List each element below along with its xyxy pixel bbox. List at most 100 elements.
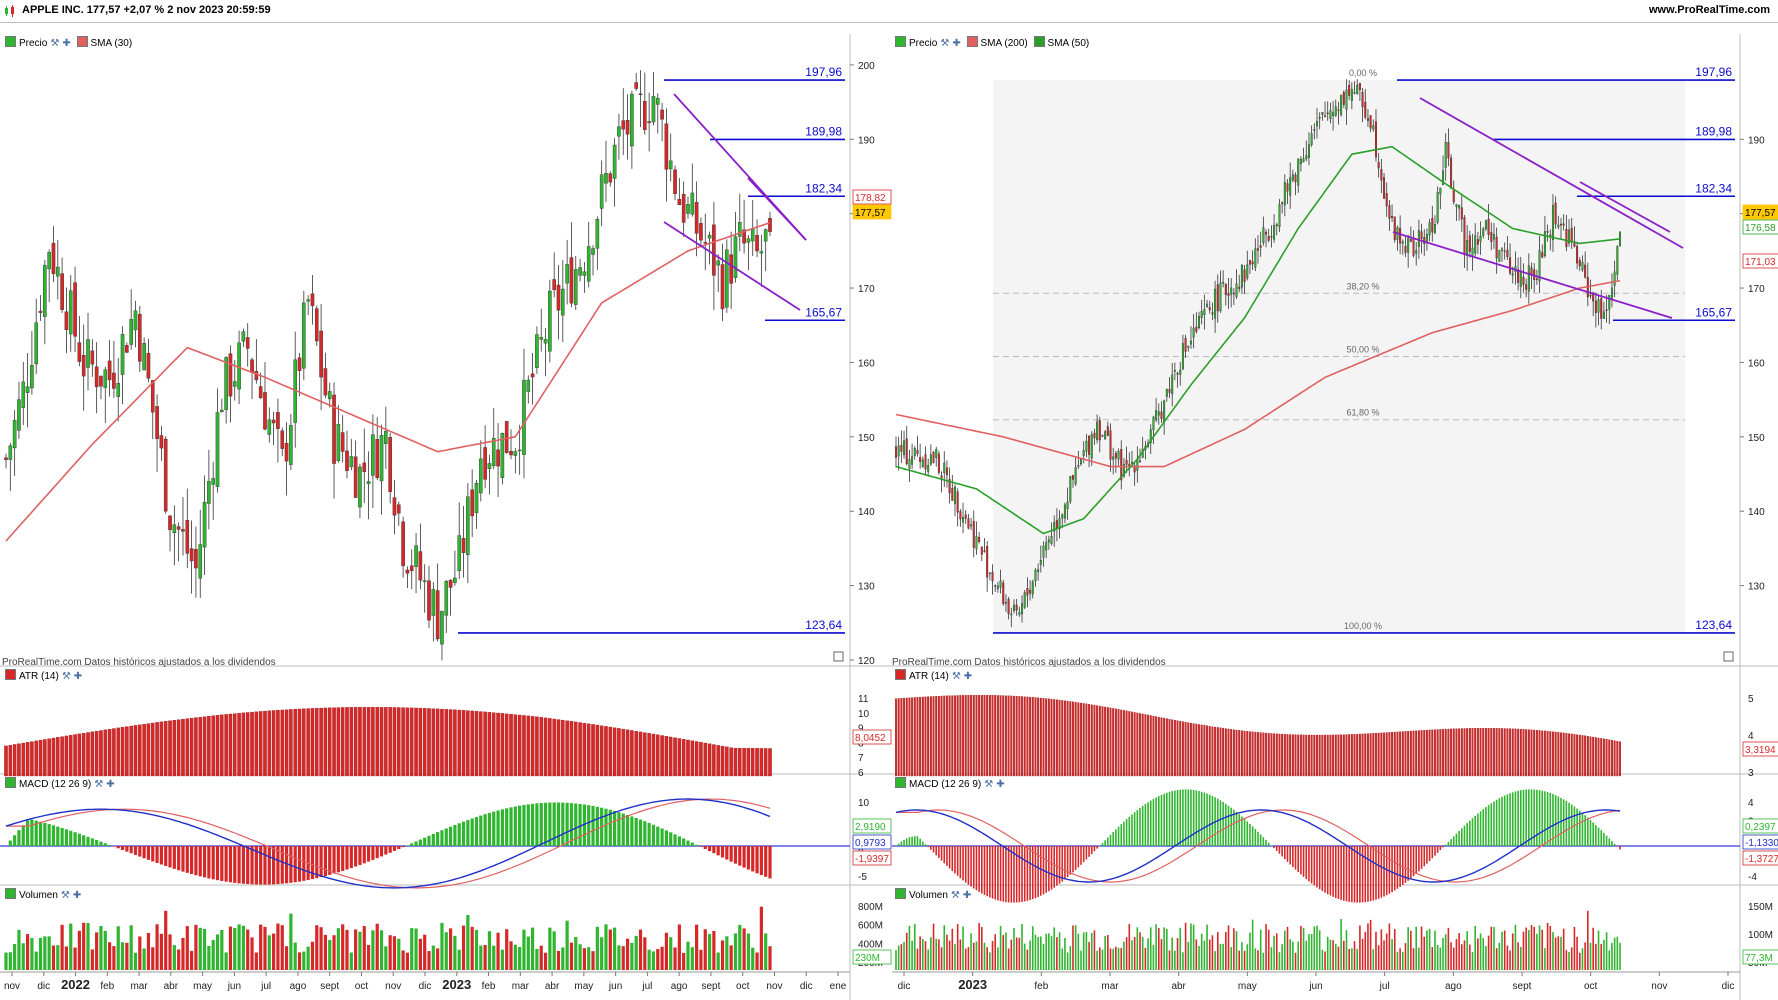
volume-bar [970,933,972,970]
candle [1294,174,1297,182]
chart-canvas[interactable]: 200190180170160150140130120197,96189,981… [0,22,1778,1000]
volume-bar [1302,927,1305,970]
volume-bar [1010,939,1013,970]
volume-bar [202,928,207,970]
macd-histogram-bar [621,813,625,846]
plus-icon[interactable]: ✚ [952,38,961,49]
price-badge: 171,03 [1745,257,1776,268]
volume-bar [522,929,526,970]
left-vol-label[interactable]: Volumen [19,890,58,901]
volume-bar [1133,936,1136,970]
volume-bar [21,943,25,970]
atr-bar [1063,700,1066,777]
candle [1106,426,1109,436]
wrench-icon[interactable]: ⚒ [940,38,950,49]
volume-bar [418,938,422,970]
volume-bar [120,942,125,970]
candle [1181,343,1184,370]
left-atr-label[interactable]: ATR (14) [19,671,59,682]
atr-bar [690,740,695,777]
right-sma200-label[interactable]: SMA (200) [980,38,1028,49]
plus-icon[interactable]: ✚ [72,890,82,901]
right-sma50-label[interactable]: SMA (50) [1047,38,1090,49]
brand-link[interactable]: www.ProRealTime.com [1648,4,1770,16]
macd-histogram-bar [1423,846,1426,867]
atr-bar [73,734,77,777]
atr-bar [1109,707,1112,777]
atr-bar [673,737,677,777]
left-price-label[interactable]: Precio [19,38,48,49]
candle [409,565,414,571]
volume-bar [215,934,220,970]
right-macd-label[interactable]: MACD (12 26 9) [909,779,982,790]
atr-bar [1251,731,1254,777]
wrench-icon[interactable]: ⚒ [50,38,60,49]
wrench-icon[interactable]: ⚒ [61,671,71,682]
atr-bar [1388,732,1391,777]
candle [1463,217,1466,256]
macd-histogram-bar [897,843,900,846]
plus-icon[interactable]: ✚ [962,890,972,901]
macd-histogram-bar [220,846,224,881]
atr-bar [1321,734,1324,777]
macd-histogram-bar [1343,846,1345,901]
atr-bar [694,741,699,777]
atr-bar [1393,731,1396,777]
price-badge-bg [1742,204,1778,220]
left-sma30-label[interactable]: SMA (30) [90,38,133,49]
right-ytick-label: 130 [1748,582,1765,593]
atr-tick-label: 7 [858,753,864,764]
volume-bar [972,942,975,970]
macd-histogram-bar [392,846,397,851]
macd-histogram-bar [47,824,51,846]
candle [64,311,69,331]
wrench-icon[interactable]: ⚒ [950,890,960,901]
wrench-icon[interactable]: ⚒ [951,671,961,682]
plus-icon[interactable]: ✚ [62,38,71,49]
atr-bar [591,724,595,777]
atr-bar [323,707,328,777]
atr-bar [1412,730,1415,777]
wrench-icon[interactable]: ⚒ [94,779,104,790]
plus-icon[interactable]: ✚ [73,671,83,682]
atr-bar [345,707,349,777]
atr-bar [1045,698,1048,777]
wrench-icon[interactable]: ⚒ [984,779,994,790]
candle [1589,294,1592,297]
right-price-label[interactable]: Precio [909,38,938,49]
atr-bar [1383,732,1385,777]
wrench-icon[interactable]: ⚒ [60,890,70,901]
candle [1562,223,1565,226]
plus-icon[interactable]: ✚ [996,779,1005,790]
right-vol-label[interactable]: Volumen [909,890,948,901]
macd-histogram-bar [371,846,375,860]
volume-bar [1471,952,1474,970]
plus-icon[interactable]: ✚ [106,779,115,790]
right-atr-label[interactable]: ATR (14) [909,671,949,682]
macd-histogram-bar [302,846,306,881]
macd-histogram-bar [1302,846,1305,877]
volume-bar [1450,942,1452,970]
candle [964,514,967,519]
atr-bar [548,718,552,777]
candle [1471,247,1474,257]
candle [435,590,440,640]
atr-bar [994,695,997,777]
left-macd-label[interactable]: MACD (12 26 9) [19,779,92,790]
macd-histogram-bar [1404,846,1407,883]
candle [763,229,768,242]
atr-bar [1066,700,1069,777]
plus-icon[interactable]: ✚ [963,671,973,682]
atr-bar [1058,699,1061,777]
atr-bar [565,720,569,777]
volume-bar [263,926,267,970]
atr-bar [1533,729,1536,777]
volume-bar [474,929,479,970]
atr-bar [686,739,690,777]
atr-bar [241,712,246,777]
candle [388,437,392,493]
atr-bar [1444,728,1447,777]
candle [621,120,626,130]
candle [241,331,246,342]
volume-bar [1168,950,1171,970]
